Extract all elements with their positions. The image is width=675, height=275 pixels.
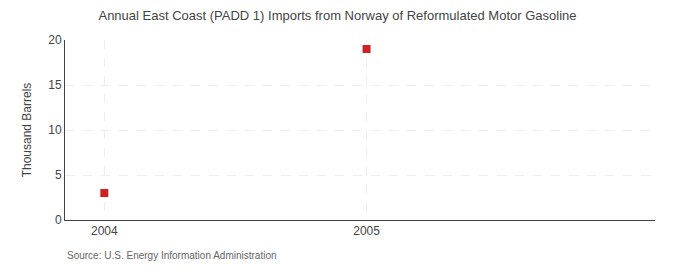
svg-text:Thousand Barrels: Thousand Barrels — [20, 83, 34, 178]
svg-text:10: 10 — [48, 123, 62, 137]
svg-text:2004: 2004 — [91, 224, 118, 238]
svg-text:Annual East Coast (PADD 1) Imp: Annual East Coast (PADD 1) Imports from … — [98, 8, 576, 23]
svg-text:Source: U.S. Energy Informatio: Source: U.S. Energy Information Administ… — [67, 250, 277, 261]
svg-text:15: 15 — [48, 78, 62, 92]
svg-text:2005: 2005 — [353, 224, 380, 238]
svg-text:20: 20 — [48, 33, 62, 47]
svg-text:0: 0 — [55, 213, 62, 227]
svg-text:5: 5 — [55, 168, 62, 182]
